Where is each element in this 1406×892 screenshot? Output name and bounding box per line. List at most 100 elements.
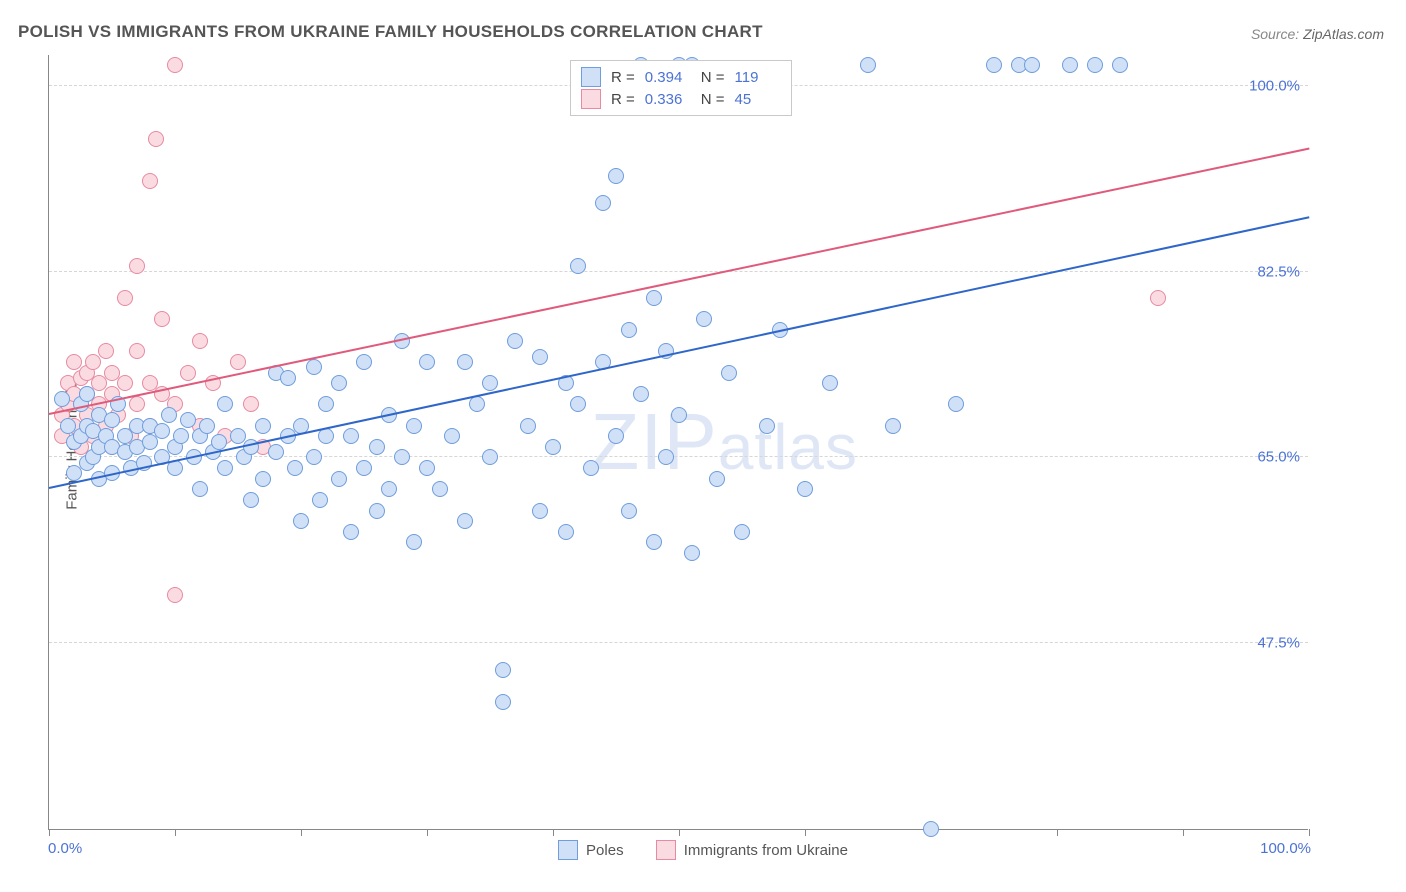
data-point-ukraine <box>142 173 158 189</box>
data-point-poles <box>709 471 725 487</box>
data-point-poles <box>482 375 498 391</box>
data-point-poles <box>318 396 334 412</box>
data-point-poles <box>161 407 177 423</box>
data-point-ukraine <box>154 311 170 327</box>
data-point-poles <box>217 460 233 476</box>
data-point-poles <box>199 418 215 434</box>
data-point-poles <box>558 524 574 540</box>
data-point-poles <box>306 449 322 465</box>
data-point-poles <box>331 471 347 487</box>
data-point-poles <box>1062 57 1078 73</box>
data-point-ukraine <box>148 131 164 147</box>
data-point-poles <box>608 168 624 184</box>
data-point-poles <box>608 428 624 444</box>
data-point-poles <box>312 492 328 508</box>
data-point-poles <box>287 460 303 476</box>
watermark-small: atlas <box>718 411 858 483</box>
data-point-poles <box>633 386 649 402</box>
data-point-poles <box>444 428 460 444</box>
data-point-poles <box>658 449 674 465</box>
data-point-poles <box>79 386 95 402</box>
data-point-poles <box>457 513 473 529</box>
source-credit: Source: ZipAtlas.com <box>1251 26 1384 42</box>
data-point-poles <box>419 354 435 370</box>
data-point-poles <box>721 365 737 381</box>
legend-top: R = 0.394 N = 119 R = 0.336 N = 45 <box>570 60 792 116</box>
data-point-ukraine <box>230 354 246 370</box>
data-point-ukraine <box>129 258 145 274</box>
data-point-poles <box>255 471 271 487</box>
data-point-poles <box>217 396 233 412</box>
source-label: Source: <box>1251 26 1303 42</box>
data-point-poles <box>356 460 372 476</box>
x-tick <box>553 829 554 836</box>
legend-n-value-poles: 119 <box>735 69 781 86</box>
legend-item-ukraine: Immigrants from Ukraine <box>656 840 848 860</box>
data-point-poles <box>684 545 700 561</box>
data-point-poles <box>343 428 359 444</box>
data-point-ukraine <box>98 343 114 359</box>
data-point-poles <box>860 57 876 73</box>
data-point-poles <box>293 513 309 529</box>
data-point-poles <box>255 418 271 434</box>
legend-label-ukraine: Immigrants from Ukraine <box>684 842 848 859</box>
data-point-poles <box>1112 57 1128 73</box>
data-point-poles <box>1087 57 1103 73</box>
x-tick <box>805 829 806 836</box>
data-point-poles <box>369 439 385 455</box>
legend-top-row-poles: R = 0.394 N = 119 <box>581 66 781 88</box>
data-point-poles <box>507 333 523 349</box>
data-point-poles <box>306 359 322 375</box>
legend-item-poles: Poles <box>558 840 624 860</box>
data-point-ukraine <box>117 375 133 391</box>
data-point-poles <box>532 349 548 365</box>
data-point-poles <box>545 439 561 455</box>
legend-r-value-ukraine: 0.336 <box>645 91 691 108</box>
data-point-poles <box>948 396 964 412</box>
data-point-poles <box>54 391 70 407</box>
data-point-poles <box>671 407 687 423</box>
x-tick <box>49 829 50 836</box>
source-value: ZipAtlas.com <box>1303 26 1384 42</box>
data-point-poles <box>734 524 750 540</box>
trend-line-ukraine <box>49 148 1309 415</box>
data-point-poles <box>369 503 385 519</box>
data-point-poles <box>381 481 397 497</box>
data-point-poles <box>759 418 775 434</box>
data-point-poles <box>532 503 548 519</box>
data-point-poles <box>570 396 586 412</box>
data-point-poles <box>696 311 712 327</box>
data-point-poles <box>406 534 422 550</box>
x-tick <box>175 829 176 836</box>
x-tick <box>1183 829 1184 836</box>
data-point-ukraine <box>180 365 196 381</box>
legend-top-row-ukraine: R = 0.336 N = 45 <box>581 88 781 110</box>
data-point-poles <box>646 534 662 550</box>
legend-swatch-poles <box>558 840 578 860</box>
legend-n-value-ukraine: 45 <box>735 91 781 108</box>
data-point-poles <box>469 396 485 412</box>
y-tick-label: 65.0% <box>1257 449 1300 466</box>
data-point-poles <box>621 503 637 519</box>
data-point-poles <box>343 524 359 540</box>
data-point-ukraine <box>167 57 183 73</box>
data-point-poles <box>570 258 586 274</box>
legend-label-poles: Poles <box>586 842 624 859</box>
data-point-poles <box>797 481 813 497</box>
data-point-poles <box>595 195 611 211</box>
legend-swatch-ukraine <box>656 840 676 860</box>
legend-r-value-poles: 0.394 <box>645 69 691 86</box>
x-tick <box>1309 829 1310 836</box>
data-point-poles <box>621 322 637 338</box>
data-point-poles <box>432 481 448 497</box>
x-tick <box>301 829 302 836</box>
data-point-poles <box>646 290 662 306</box>
data-point-ukraine <box>192 333 208 349</box>
y-tick-label: 47.5% <box>1257 635 1300 652</box>
data-point-ukraine <box>129 343 145 359</box>
legend-bottom: Poles Immigrants from Ukraine <box>0 840 1406 864</box>
data-point-poles <box>406 418 422 434</box>
legend-n-label: N = <box>701 69 725 86</box>
y-tick-label: 82.5% <box>1257 263 1300 280</box>
watermark: ZIPatlas <box>590 396 858 488</box>
